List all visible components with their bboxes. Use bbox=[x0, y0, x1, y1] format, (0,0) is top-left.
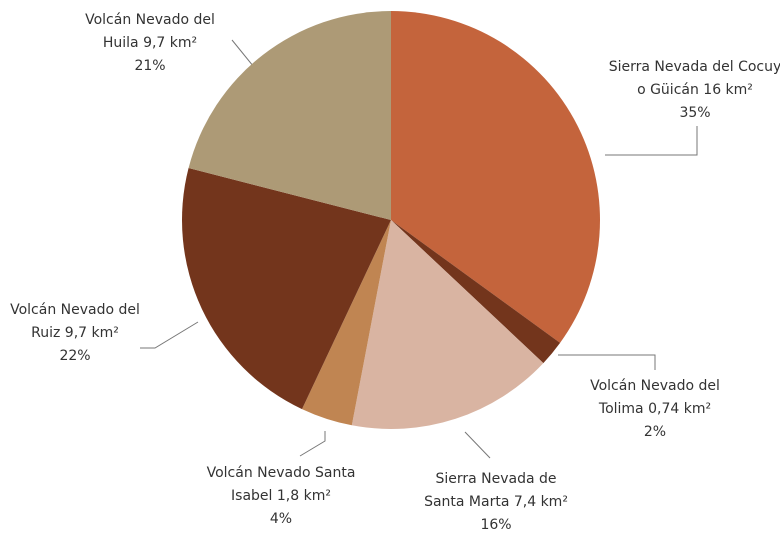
slice-label: Sierra Nevada de bbox=[435, 471, 556, 487]
leader-line bbox=[605, 126, 698, 156]
leader-lines bbox=[140, 39, 698, 459]
pie-slice bbox=[391, 11, 600, 343]
slice-label: Volcán Nevado del bbox=[85, 12, 215, 28]
slice-label: Isabel 1,8 km² bbox=[231, 488, 331, 504]
leader-line bbox=[299, 431, 326, 457]
slice-percent: 35% bbox=[679, 105, 710, 121]
slice-label: Tolima 0,74 km² bbox=[598, 401, 711, 417]
slice-percent: 16% bbox=[480, 517, 511, 533]
pie-slice bbox=[302, 220, 391, 426]
pie-slice bbox=[351, 220, 544, 429]
slice-percent: 2% bbox=[644, 424, 666, 440]
slice-label: Huila 9,7 km² bbox=[103, 35, 197, 51]
slice-label: o Güicán 16 km² bbox=[637, 82, 753, 98]
slice-percent: 22% bbox=[59, 348, 90, 364]
slice-percent: 4% bbox=[270, 511, 292, 527]
pie-slice bbox=[182, 168, 391, 410]
leader-line bbox=[558, 354, 656, 370]
pie-slice bbox=[188, 11, 391, 220]
slice-label: Ruiz 9,7 km² bbox=[31, 325, 119, 341]
pie-slice bbox=[391, 220, 561, 364]
slice-label: Volcán Nevado Santa bbox=[207, 465, 356, 481]
slice-percent: 21% bbox=[134, 58, 165, 74]
slice-label: Santa Marta 7,4 km² bbox=[424, 494, 568, 510]
leader-line bbox=[464, 431, 491, 459]
slice-label: Volcán Nevado del bbox=[10, 302, 140, 318]
leader-line bbox=[140, 321, 199, 349]
slice-label: Volcán Nevado del bbox=[590, 378, 720, 394]
slice-label: Sierra Nevada del Cocuy bbox=[609, 59, 780, 75]
